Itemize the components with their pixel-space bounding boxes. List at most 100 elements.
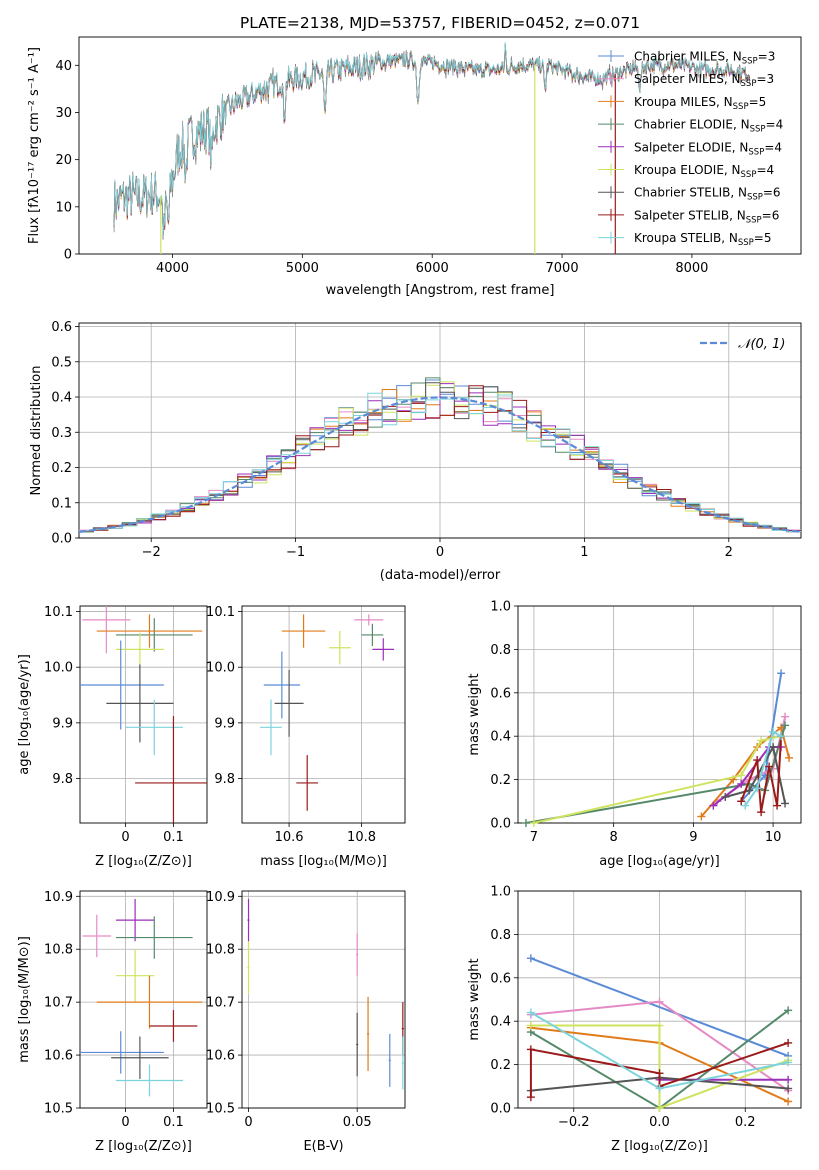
- y-tick-label: 9.8: [52, 772, 73, 787]
- weight-line-kroupa_stelib: [744, 730, 782, 807]
- x-tick-label: 10.8: [347, 830, 376, 845]
- x-axis-label: age [log₁₀(age/yr)]: [599, 854, 720, 869]
- y-tick-label: 0.2: [51, 461, 72, 476]
- x-tick-label: 0: [436, 545, 444, 560]
- model-spectrum-kroupa_stelib: [113, 41, 750, 238]
- y-tick-label: 0.0: [490, 1102, 511, 1117]
- x-tick-label: 8000: [675, 261, 708, 276]
- weight-line-salpeter_stelib: [740, 736, 783, 813]
- x-axis-label: mass [log₁₀(M/M⊙)]: [260, 854, 387, 869]
- axes-frame: [79, 890, 208, 1109]
- age-vs-mass-axes: 10.6 10.8 9.8 9.9 10.0 10.1: [206, 605, 406, 845]
- y-tick-label: 0.1: [51, 496, 72, 511]
- weight-line-chabrier_miles: [530, 957, 789, 1057]
- x-tick-label: 0: [121, 830, 129, 845]
- x-tick-label: 1: [580, 545, 588, 560]
- y-tick-label: 10.8: [206, 943, 235, 958]
- y-tick-label: 20: [55, 153, 72, 168]
- axes-frame: [517, 605, 802, 824]
- y-tick-label: 0.3: [51, 426, 72, 441]
- weight-vs-z-axes: −0.2 0.0 0.2 0.0 0.2 0.4 0.6 0.8 1.0: [490, 885, 802, 1130]
- x-tick-label: 0: [244, 1115, 252, 1130]
- y-tick-label: 10.6: [44, 1049, 73, 1064]
- legend-entry: 𝒩(0, 1): [738, 337, 785, 352]
- x-tick-label: 5000: [286, 261, 319, 276]
- weight-line-kroupa_elodie: [530, 1024, 789, 1108]
- x-tick-label: 0.1: [163, 830, 184, 845]
- y-tick-label: 10.6: [206, 1049, 235, 1064]
- y-tick-label: 0.4: [51, 391, 72, 406]
- y-tick-label: 9.9: [52, 716, 73, 731]
- x-tick-label: 6000: [416, 261, 449, 276]
- y-tick-label: 1.0: [490, 600, 511, 615]
- y-tick-label: 10.1: [44, 605, 73, 620]
- y-tick-label: 10.5: [206, 1102, 235, 1117]
- spectrum-axes: 4000 5000 6000 7000 8000 0 10 20 30 40: [55, 36, 802, 276]
- y-tick-label: 10.5: [44, 1102, 73, 1117]
- y-tick-label: 0.8: [490, 928, 511, 943]
- y-tick-label: 0.6: [490, 686, 511, 701]
- x-tick-label: 0.05: [343, 1115, 372, 1130]
- y-tick-label: 10.1: [206, 605, 235, 620]
- chart-title: PLATE=2138, MJD=53757, FIBERID=0452, z=0…: [240, 14, 640, 32]
- x-axis-label: Z [log₁₀(Z/Z⊙)]: [95, 854, 192, 869]
- y-tick-label: 30: [55, 106, 72, 121]
- histogram-kroupa_stelib: [79, 392, 801, 532]
- spectrum-legend: Chabrier MILES, NSSP=3 Salpeter MILES, NS…: [598, 50, 783, 248]
- axes-frame: [78, 322, 802, 539]
- y-tick-label: 40: [55, 59, 72, 74]
- y-tick-label: 0.0: [490, 817, 511, 832]
- x-tick-label: 9: [689, 830, 697, 845]
- histogram-salpeter_stelib: [79, 385, 801, 532]
- y-tick-label: 10.7: [206, 996, 235, 1011]
- y-axis-label: mass weight: [467, 958, 482, 1040]
- y-tick-label: 9.9: [214, 716, 235, 731]
- x-tick-label: 0.2: [735, 1115, 756, 1130]
- y-tick-label: 10.0: [44, 661, 73, 676]
- x-axis-label: Z [log₁₀(Z/Z⊙)]: [611, 1139, 708, 1154]
- legend-entry: Kroupa ELODIE, NSSP=4: [634, 163, 774, 180]
- age-vs-z-axes: 0 0.1 9.8 9.9 10.0 10.1: [44, 605, 208, 845]
- y-tick-label: 10: [55, 200, 72, 215]
- y-axis-label: mass [log₁₀(M/M⊙)]: [17, 936, 32, 1063]
- y-tick-label: 10.0: [206, 661, 235, 676]
- x-axis-label: (data-model)/error: [380, 568, 501, 583]
- y-tick-label: 0: [64, 248, 72, 263]
- y-tick-label: 9.8: [214, 772, 235, 787]
- x-tick-label: 10: [765, 830, 782, 845]
- y-tick-label: 10.7: [44, 996, 73, 1011]
- residuals-axes: −2 −1 0 1 2 0.0 0.1 0.2 0.3 0.4 0.5 0.6: [51, 320, 802, 560]
- x-tick-label: 10.6: [275, 830, 304, 845]
- y-tick-label: 0.4: [490, 1015, 511, 1030]
- legend-entry: Salpeter ELODIE, NSSP=4: [634, 140, 782, 157]
- legend-entry: Kroupa MILES, NSSP=5: [634, 95, 766, 112]
- weight-vs-age-axes: 7 8 9 10 0.0 0.2 0.4 0.6 0.8 1.0: [490, 600, 802, 845]
- y-tick-label: 10.9: [206, 890, 235, 905]
- axes-frame: [241, 605, 406, 824]
- axes-frame: [79, 605, 208, 824]
- y-tick-label: 0.8: [490, 643, 511, 658]
- x-tick-label: 2: [725, 545, 733, 560]
- legend-entry: Salpeter MILES, NSSP=3: [634, 72, 774, 89]
- y-tick-label: 0.6: [490, 971, 511, 986]
- legend-entry: Kroupa STELIB, NSSP=5: [634, 231, 772, 248]
- y-tick-label: 0.2: [490, 1058, 511, 1073]
- y-axis-label: mass weight: [467, 673, 482, 755]
- x-axis-label: wavelength [Angstrom, rest frame]: [326, 283, 555, 298]
- x-tick-label: 0.0: [649, 1115, 670, 1130]
- axes-frame: [241, 890, 406, 1109]
- y-tick-label: 0.0: [51, 532, 72, 547]
- x-tick-label: −1: [286, 545, 305, 560]
- y-tick-label: 10.8: [44, 943, 73, 958]
- y-tick-label: 10.9: [44, 890, 73, 905]
- y-tick-label: 0.6: [51, 320, 72, 335]
- y-axis-label: Flux [fλ10⁻¹⁷ erg cm⁻² s⁻¹ A⁻¹]: [27, 47, 42, 244]
- legend-entry: Chabrier ELODIE, NSSP=4: [634, 118, 783, 135]
- x-tick-label: 7: [530, 830, 538, 845]
- x-tick-label: −2: [142, 545, 161, 560]
- x-tick-label: 7000: [546, 261, 579, 276]
- normal-reference-curve: [79, 396, 801, 533]
- x-tick-label: 0: [121, 1115, 129, 1130]
- y-axis-label: age [log₁₀(age/yr)]: [17, 654, 32, 775]
- x-axis-label: E(B-V): [303, 1139, 343, 1154]
